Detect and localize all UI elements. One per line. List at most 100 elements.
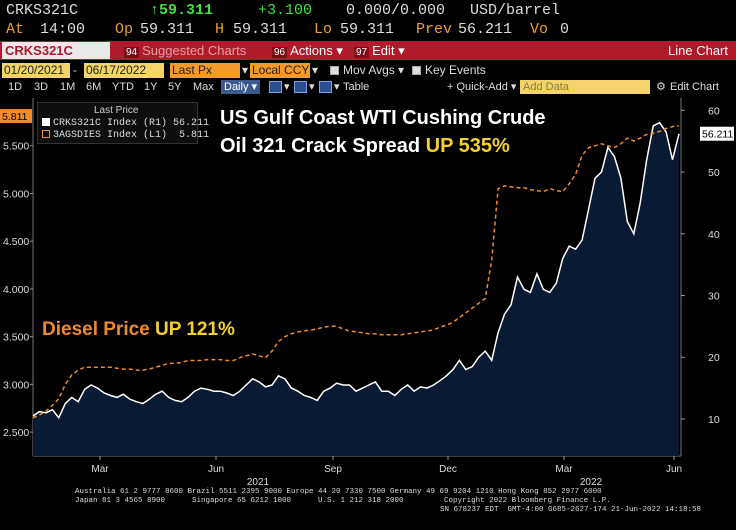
- key-events-label: Key Events: [425, 63, 486, 77]
- mov-avgs-dropdown-icon[interactable]: ▾: [398, 63, 405, 77]
- settings-icon[interactable]: ⚙: [656, 81, 666, 93]
- line-chart-icon[interactable]: [269, 81, 282, 93]
- suggested-charts-number: 94: [124, 47, 140, 58]
- mov-avgs-toggle[interactable]: Mov Avgs: [330, 63, 395, 78]
- low-value: 59.311: [340, 21, 395, 38]
- period-1y[interactable]: 1Y: [144, 81, 158, 93]
- right-tick-label: 60: [708, 105, 720, 117]
- at-value: 14:00: [40, 21, 86, 38]
- footer: Australia 61 2 9777 8600 Brazil 5511 239…: [0, 486, 736, 530]
- ticker[interactable]: CRKS321C: [6, 2, 79, 19]
- year-label: 2021: [247, 477, 270, 488]
- headline-line2: Oil 321 Crack Spread UP 535%: [220, 132, 546, 160]
- period-5y[interactable]: 5Y: [168, 81, 182, 93]
- right-tick-label: 30: [708, 291, 720, 303]
- mov-avgs-label: Mov Avgs: [343, 63, 395, 77]
- x-tick-label: Dec: [439, 464, 457, 475]
- footer-line1: Australia 61 2 9777 8600 Brazil 5511 239…: [75, 488, 602, 496]
- bid-ask: 0.000/0.000: [346, 2, 446, 19]
- price-change: +3.100: [258, 2, 313, 19]
- headline-line2-prefix: Oil 321 Crack Spread: [220, 135, 426, 157]
- right-current-value: 56.211: [702, 129, 733, 141]
- prev-label: Prev: [416, 21, 453, 38]
- x-tick-label: Mar: [555, 464, 573, 475]
- legend-entry-crack: CRKS321C Index (R1) 56.211: [42, 118, 209, 129]
- low-label: Lo: [314, 21, 333, 38]
- diesel-up-pct: UP 121%: [155, 319, 235, 340]
- footer-line3: SN 678237 EDT GMT-4:00 G685-2627-174 21-…: [440, 506, 702, 514]
- volume-value: 0: [560, 21, 570, 38]
- prev-value: 56.211: [458, 21, 513, 38]
- bar-chart-dropdown-icon[interactable]: ▾: [309, 81, 315, 93]
- left-tick-label: 2.500: [3, 427, 29, 439]
- key-events-checkbox-icon: [412, 66, 421, 75]
- period-bar: 1D 3D 1M 6M YTD 1Y 5Y Max Daily ▾ ▾ ▾ ▾ …: [0, 80, 736, 95]
- crack-spread-annotation: US Gulf Coast WTI Cushing Crude Oil 321 …: [220, 104, 546, 160]
- right-tick-label: 50: [708, 167, 720, 179]
- line-chart[interactable]: 2.500 3.000 3.500 4.000 4.500 5.000 5.500 5.811…: [0, 96, 736, 530]
- period-1m[interactable]: 1M: [60, 81, 76, 93]
- high-value: 59.311: [233, 21, 288, 38]
- footer-line2: Japan 81 3 4565 8900 Singapore 65 6212 1…: [75, 497, 611, 505]
- high-label: H: [215, 21, 225, 38]
- draw-tool-icon[interactable]: [319, 81, 332, 93]
- mov-avgs-checkbox-icon: [330, 66, 339, 75]
- legend-label-diesel: 3AGSDIES Index (L1) 5.811: [53, 130, 210, 141]
- currency-dropdown-icon[interactable]: ▾: [312, 63, 319, 77]
- suggested-charts-label: Suggested Charts: [142, 43, 247, 58]
- chart-type-title: Line Chart: [668, 43, 728, 58]
- actions-label: Actions ▾: [290, 43, 343, 58]
- edit-menu[interactable]: 97 Edit ▾: [354, 42, 405, 59]
- period-6m[interactable]: 6M: [86, 81, 102, 93]
- line-chart-dropdown-icon[interactable]: ▾: [284, 81, 290, 93]
- left-tick-label: 4.000: [3, 284, 29, 296]
- left-tick-label: 5.000: [3, 188, 29, 200]
- start-date-field[interactable]: 01/20/2021: [2, 63, 70, 78]
- right-tick-label: 40: [708, 229, 720, 241]
- legend-swatch-diesel: [42, 130, 50, 138]
- period-3d[interactable]: 3D: [34, 81, 49, 93]
- currency-select[interactable]: Local CCY: [250, 63, 310, 78]
- period-ytd[interactable]: YTD: [112, 81, 134, 93]
- x-tick-label: Jun: [666, 464, 682, 475]
- key-events-toggle[interactable]: Key Events: [412, 63, 486, 78]
- bar-chart-icon[interactable]: [294, 81, 307, 93]
- period-max[interactable]: Max: [193, 81, 214, 93]
- field-dropdown-icon[interactable]: ▾: [242, 63, 249, 77]
- legend-entry-diesel: 3AGSDIES Index (L1) 5.811: [42, 130, 209, 141]
- edit-label: Edit ▾: [372, 43, 405, 58]
- security-field[interactable]: CRKS321C Index: [2, 42, 110, 75]
- left-tick-label: 3.000: [3, 379, 29, 391]
- headline-line1: US Gulf Coast WTI Cushing Crude: [220, 107, 546, 129]
- edit-number: 97: [354, 47, 370, 58]
- right-tick-label: 10: [708, 414, 720, 426]
- open-label: Op: [115, 21, 134, 38]
- table-button[interactable]: Table: [343, 81, 370, 93]
- add-data-field[interactable]: Add Data: [520, 80, 650, 94]
- left-current-value: 5.811: [2, 111, 28, 123]
- quote-bar: CRKS321C ↑59.311 +3.100 0.000/0.000 USD/…: [0, 0, 736, 40]
- left-current-value-box: [0, 109, 32, 124]
- crack-up-pct: UP 535%: [425, 135, 510, 157]
- diesel-prefix: Diesel Price: [42, 319, 156, 340]
- left-tick-label: 5.500: [3, 141, 29, 153]
- open-value: 59.311: [140, 21, 195, 38]
- right-tick-label: 20: [708, 352, 720, 364]
- actions-number: 96: [272, 47, 288, 58]
- crack-spread-line: [32, 121, 680, 420]
- draw-tool-dropdown-icon[interactable]: ▾: [334, 81, 340, 93]
- end-date-field[interactable]: 06/17/2022: [84, 63, 164, 78]
- field-select[interactable]: Last Px: [170, 63, 240, 78]
- quick-add-button[interactable]: + Quick-Add ▾: [447, 81, 517, 93]
- diesel-annotation: Diesel Price UP 121%: [42, 319, 235, 341]
- suggested-charts-button[interactable]: 94 Suggested Charts: [124, 42, 246, 59]
- last-price: ↑59.311: [150, 2, 214, 19]
- frequency-select[interactable]: Daily ▾: [221, 80, 261, 94]
- crack-spread-area: [33, 122, 679, 456]
- actions-menu[interactable]: 96 Actions ▾: [272, 42, 343, 59]
- period-1d[interactable]: 1D: [8, 81, 23, 93]
- left-tick-label: 4.500: [3, 236, 29, 248]
- date-separator: -: [73, 63, 77, 77]
- edit-chart-button[interactable]: Edit Chart: [670, 81, 719, 93]
- chart-legend[interactable]: Last Price CRKS321C Index (R1) 56.211 3A…: [37, 102, 209, 144]
